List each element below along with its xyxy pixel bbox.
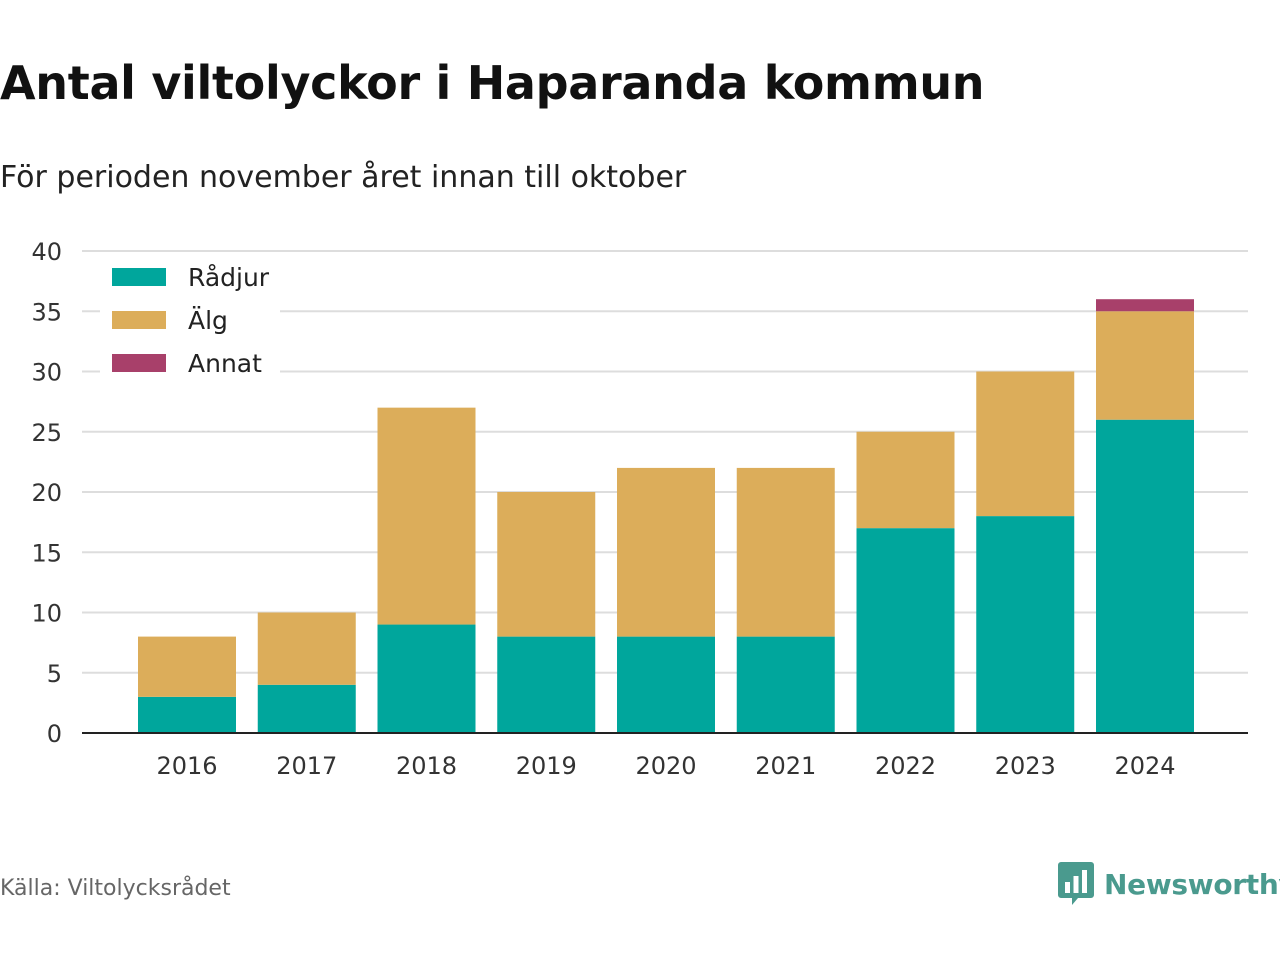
x-tick-label: 2018: [396, 752, 457, 780]
x-tick-label: 2017: [276, 752, 337, 780]
brand-name: Newsworthy: [1104, 867, 1280, 901]
y-axis-tick-labels: 0 5 10 15 20 25 30 35 40: [31, 238, 62, 748]
legend-label: Älg: [188, 306, 228, 335]
y-tick-label: 25: [31, 419, 62, 447]
bar-segment: [736, 636, 835, 733]
brand-logo: Newsworthy: [1058, 862, 1280, 906]
bar-segment: [1096, 419, 1194, 733]
x-tick-label: 2023: [995, 752, 1056, 780]
bar-segment: [138, 696, 236, 733]
y-tick-label: 40: [31, 238, 62, 266]
bar-segment: [138, 636, 236, 697]
bar-segment: [257, 684, 356, 733]
bar-segment: [1096, 299, 1194, 312]
bar-segment: [257, 612, 356, 685]
legend-swatch: [112, 311, 166, 329]
bar-segment: [497, 636, 596, 733]
legend-label: Rådjur: [188, 263, 270, 292]
chart-title: Antal viltolyckor i Haparanda kommun: [0, 56, 985, 110]
legend: Rådjur Älg Annat: [100, 253, 280, 378]
bar-segment: [856, 528, 955, 733]
stacked-bar-chart: 0 5 10 15 20 25 30 35 40 2016 2017 2018 2019 2020 202…: [31, 238, 1248, 780]
legend-swatch: [112, 354, 166, 372]
bar-segment: [377, 407, 476, 625]
x-axis-tick-labels: 2016 2017 2018 2019 2020 2021 2022 2023 2024: [156, 752, 1175, 780]
bar-segment: [497, 492, 596, 637]
bar-segment: [1096, 311, 1194, 420]
bar-segment: [736, 467, 835, 637]
x-tick-label: 2020: [635, 752, 696, 780]
bars: [138, 299, 1194, 733]
bar-segment: [976, 371, 1075, 517]
y-tick-label: 0: [47, 720, 62, 748]
bar-segment: [976, 516, 1075, 733]
x-tick-label: 2016: [156, 752, 217, 780]
bar-segment: [377, 624, 476, 733]
legend-label: Annat: [188, 349, 262, 378]
x-tick-label: 2022: [875, 752, 936, 780]
source-note: Källa: Viltolycksrådet: [0, 876, 231, 901]
y-tick-label: 30: [31, 359, 62, 387]
y-tick-label: 10: [31, 600, 62, 628]
bar-chart-speech-bubble-icon: [1058, 862, 1094, 905]
y-tick-label: 35: [31, 298, 62, 326]
bar-segment: [617, 636, 715, 733]
chart-subtitle: För perioden november året innan till ok…: [0, 160, 687, 195]
legend-swatch: [112, 268, 166, 286]
x-tick-label: 2021: [755, 752, 816, 780]
y-tick-label: 15: [31, 539, 62, 567]
bar-segment: [856, 431, 955, 529]
bar-segment: [617, 467, 715, 637]
x-tick-label: 2019: [516, 752, 577, 780]
y-tick-label: 20: [31, 479, 62, 507]
x-tick-label: 2024: [1114, 752, 1175, 780]
y-tick-label: 5: [47, 660, 62, 688]
